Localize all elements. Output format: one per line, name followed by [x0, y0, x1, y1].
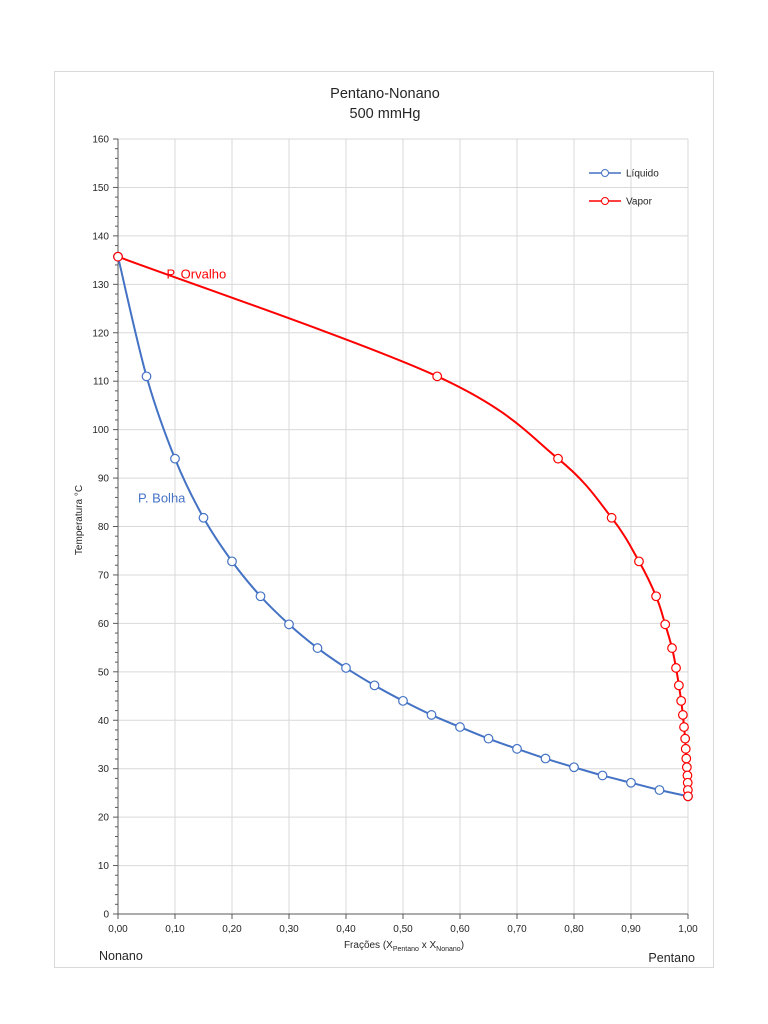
bubble-point-label: P. Bolha	[138, 490, 186, 505]
series-layer	[113, 251, 693, 802]
data-point-vapor	[651, 591, 661, 602]
x-axis-title-mid: x X	[419, 940, 437, 951]
data-point-liquido	[227, 556, 237, 567]
legend: Líquido Vapor	[589, 169, 659, 208]
x-axis-title-suffix: )	[461, 940, 464, 951]
y-tick-label: 120	[92, 328, 109, 339]
x-tick-label: 1,00	[678, 924, 698, 935]
data-point-liquido	[284, 619, 294, 630]
y-axis-title: Temperatura °C	[74, 485, 85, 555]
x-tick-label: 0,60	[450, 924, 470, 935]
x-tick-label: 0,20	[222, 924, 242, 935]
chart-title: Pentano-Nonano	[330, 86, 440, 102]
data-point-vapor	[606, 512, 617, 523]
data-point-vapor	[553, 453, 563, 464]
labels: 0,00 0,10 0,20 0,30 0,40 0,50 0,60 0,70 0,80 0,90…	[92, 135, 698, 936]
y-tick-label: 140	[92, 231, 109, 242]
x-axis-title-sub1: Pentano	[393, 946, 419, 953]
y-tick-label: 90	[98, 474, 110, 485]
data-point-vapor	[113, 251, 123, 262]
x-tick-label: 0,90	[621, 924, 641, 935]
data-point-vapor	[681, 753, 692, 764]
data-point-vapor	[676, 695, 687, 706]
x-axis-title: Frações (XPentano x XNonano)	[344, 940, 464, 953]
data-point-liquido	[341, 663, 351, 673]
corner-label-left: Nonano	[99, 949, 143, 963]
chart-subtitle: 500 mmHg	[350, 106, 421, 122]
data-point-liquido	[654, 785, 665, 795]
data-point-liquido	[398, 695, 408, 706]
data-point-vapor	[671, 663, 681, 673]
data-point-vapor	[680, 733, 691, 744]
y-tick-label: 70	[98, 570, 110, 581]
data-point-liquido	[255, 591, 266, 602]
legend-label-vapor: Vapor	[626, 197, 653, 208]
dew-point-label: P. Orvalho	[166, 267, 226, 282]
data-point-vapor	[667, 643, 677, 653]
y-tick-label: 20	[98, 813, 110, 824]
data-point-vapor	[677, 710, 688, 720]
data-point-vapor	[660, 619, 671, 630]
data-point-liquido	[198, 512, 209, 523]
corner-label-right: Pentano	[648, 951, 695, 965]
y-tick-label: 50	[98, 667, 110, 678]
x-tick-label: 0,70	[507, 924, 527, 935]
legend-marker-liquido	[601, 169, 609, 177]
data-point-vapor	[683, 791, 693, 802]
y-tick-label: 30	[98, 764, 110, 775]
data-point-liquido	[455, 722, 465, 732]
data-point-liquido	[569, 762, 579, 773]
y-tick-label: 100	[92, 425, 109, 436]
data-point-vapor	[432, 371, 443, 382]
data-point-liquido	[426, 710, 437, 720]
axes	[113, 138, 689, 919]
legend-marker-vapor	[601, 197, 609, 205]
data-point-vapor	[673, 680, 684, 691]
data-point-vapor	[680, 743, 691, 754]
chart-svg: 0,00 0,10 0,20 0,30 0,40 0,50 0,60 0,70 0,80 0,90…	[74, 86, 698, 965]
x-axis-title-prefix: Frações (X	[344, 940, 393, 951]
y-tick-label: 150	[92, 183, 109, 194]
y-tick-label: 130	[92, 280, 109, 291]
data-point-liquido	[170, 453, 180, 464]
y-tick-label: 80	[98, 522, 110, 533]
y-tick-label: 110	[93, 377, 109, 388]
x-tick-label: 0,80	[564, 924, 584, 935]
data-point-liquido	[312, 643, 323, 653]
y-tick-label: 40	[98, 716, 110, 727]
chart-frame: 0,00 0,10 0,20 0,30 0,40 0,50 0,60 0,70 0,80 0,90…	[54, 71, 714, 968]
data-point-liquido	[512, 743, 522, 754]
data-point-vapor	[679, 722, 689, 732]
x-tick-label: 0,10	[165, 924, 185, 935]
x-tick-label: 0,40	[336, 924, 356, 935]
data-point-vapor	[681, 762, 692, 773]
x-tick-label: 0,30	[279, 924, 299, 935]
y-tick-label: 60	[98, 619, 110, 630]
x-tick-label: 0,50	[393, 924, 413, 935]
data-point-liquido	[540, 753, 551, 764]
y-tick-label: 0	[103, 910, 109, 921]
series-line-liquido	[117, 256, 689, 798]
data-point-liquido	[141, 371, 152, 382]
data-point-liquido	[597, 770, 608, 781]
y-tick-label: 10	[98, 861, 110, 872]
legend-label-liquido: Líquido	[626, 169, 659, 180]
data-point-liquido	[626, 777, 636, 788]
data-point-liquido	[483, 733, 494, 744]
y-tick-label: 160	[92, 135, 109, 146]
x-tick-label: 0,00	[108, 924, 128, 935]
data-point-vapor	[634, 556, 644, 567]
x-axis-title-sub2: Nonano	[436, 946, 461, 953]
gridlines	[118, 138, 689, 914]
data-point-liquido	[369, 680, 380, 691]
